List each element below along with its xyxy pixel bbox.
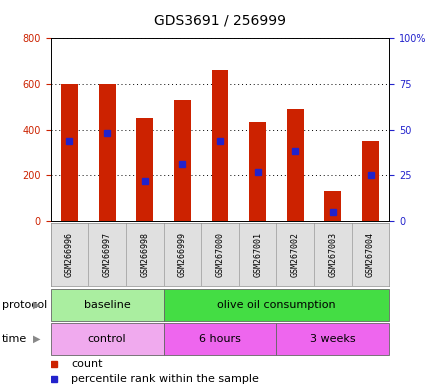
- Bar: [99, 84, 116, 221]
- Bar: [164, 289, 389, 321]
- Text: ▶: ▶: [33, 300, 40, 310]
- Text: baseline: baseline: [84, 300, 130, 310]
- Bar: [324, 191, 341, 221]
- Text: GSM267004: GSM267004: [366, 232, 375, 277]
- Text: time: time: [2, 334, 27, 344]
- Text: protocol: protocol: [2, 300, 48, 310]
- Text: GSM267003: GSM267003: [328, 232, 337, 277]
- Text: percentile rank within the sample: percentile rank within the sample: [71, 374, 259, 384]
- Bar: [174, 100, 191, 221]
- Bar: [164, 323, 276, 355]
- Bar: [51, 289, 164, 321]
- Text: ▶: ▶: [33, 334, 40, 344]
- Text: control: control: [88, 334, 126, 344]
- Bar: [212, 70, 228, 221]
- Bar: [249, 122, 266, 221]
- Bar: [362, 141, 379, 221]
- Text: GSM267001: GSM267001: [253, 232, 262, 277]
- Bar: [276, 323, 389, 355]
- Bar: [61, 84, 78, 221]
- Text: GSM266999: GSM266999: [178, 232, 187, 277]
- Text: 6 hours: 6 hours: [199, 334, 241, 344]
- Text: GSM266997: GSM266997: [103, 232, 112, 277]
- Text: GSM267000: GSM267000: [216, 232, 224, 277]
- Text: GDS3691 / 256999: GDS3691 / 256999: [154, 13, 286, 27]
- Text: count: count: [71, 359, 103, 369]
- Text: GSM266998: GSM266998: [140, 232, 149, 277]
- Bar: [136, 118, 153, 221]
- Text: GSM266996: GSM266996: [65, 232, 74, 277]
- Text: GSM267002: GSM267002: [291, 232, 300, 277]
- Bar: [287, 109, 304, 221]
- Bar: [51, 323, 164, 355]
- Text: olive oil consumption: olive oil consumption: [217, 300, 336, 310]
- Text: 3 weeks: 3 weeks: [310, 334, 356, 344]
